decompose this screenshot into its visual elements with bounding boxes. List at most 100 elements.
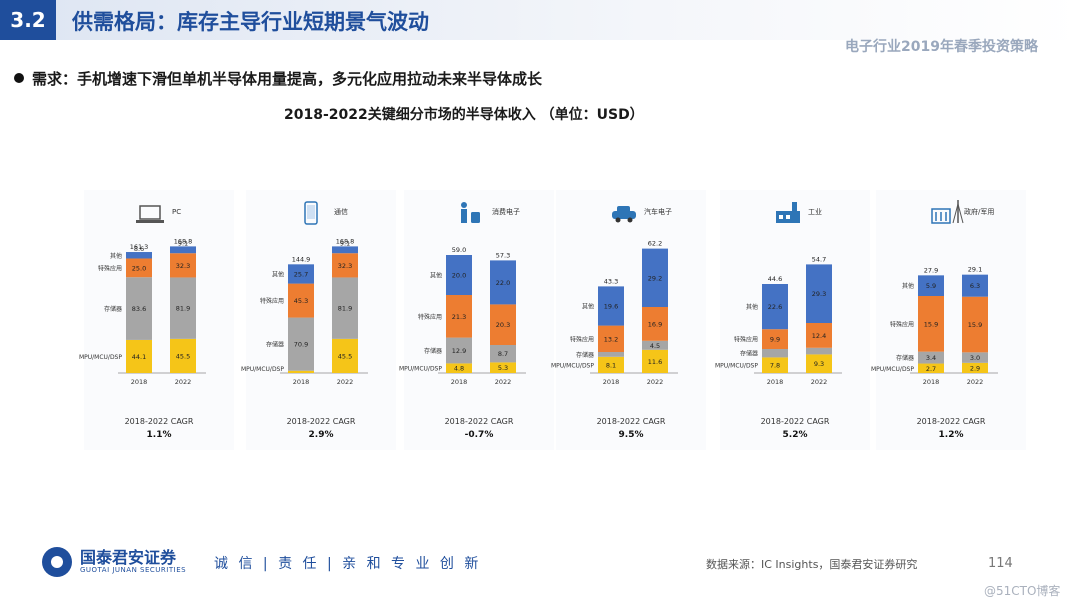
bullet-point: 需求：手机增速下滑但单机半导体用量提高，多元化应用拉动未来半导体成长 bbox=[14, 68, 542, 89]
series-label: 特殊应用 bbox=[418, 313, 442, 321]
header-bar bbox=[0, 0, 1080, 40]
bar-segment-special bbox=[332, 253, 358, 278]
series-label: 其他 bbox=[902, 282, 914, 290]
bar-segment-other bbox=[288, 264, 314, 284]
cagr-value: 9.5% bbox=[619, 430, 644, 440]
x-tick-label: 2022 bbox=[175, 378, 192, 386]
total-label: 59.0 bbox=[452, 246, 466, 254]
car-icon bbox=[612, 206, 636, 223]
chart-panel-3: 消费电子 4.8 12.9 21.3 20.0 59.0 2018 5.3 8.7 20.3 22.… bbox=[399, 190, 554, 450]
total-label: 27.9 bbox=[924, 266, 938, 274]
data-label: 2.9 bbox=[970, 364, 980, 372]
chart-panel-svg: 汽车电子8.12.413.219.643.3201811.64.516.929.… bbox=[551, 206, 678, 440]
report-title: 电子行业2019年春季投资策略 bbox=[845, 39, 1038, 55]
bar-segment-special bbox=[642, 307, 668, 341]
data-label: 70.9 bbox=[294, 341, 308, 349]
government-icon bbox=[931, 200, 964, 224]
bar-segment-other bbox=[490, 260, 516, 305]
factory-icon bbox=[776, 202, 800, 223]
data-label: 4.5 bbox=[650, 342, 660, 350]
bar-segment-special bbox=[288, 283, 314, 318]
data-label: 9.9 bbox=[770, 336, 780, 344]
cagr-label: 2018-2022 CAGR bbox=[761, 417, 830, 426]
x-tick-label: 2018 bbox=[923, 378, 940, 386]
total-label: 43.3 bbox=[604, 277, 618, 285]
series-label: 存储器 bbox=[104, 305, 122, 313]
chart-panel-svg: 通信3.070.945.325.7144.9201845.581.932.39.… bbox=[241, 201, 368, 440]
page-number: 114 bbox=[988, 556, 1013, 571]
data-label: 44.1 bbox=[132, 353, 146, 361]
series-label: 特殊应用 bbox=[890, 320, 914, 328]
x-tick-label: 2018 bbox=[603, 378, 620, 386]
series-label: 存储器 bbox=[740, 350, 758, 358]
total-label: 44.6 bbox=[768, 275, 782, 283]
data-label: 11.6 bbox=[648, 358, 662, 366]
total-label: 168.8 bbox=[336, 237, 355, 245]
data-label: 81.9 bbox=[176, 305, 190, 313]
series-label: 特殊应用 bbox=[570, 335, 594, 343]
data-label: 5.9 bbox=[926, 282, 936, 290]
total-label: 54.7 bbox=[812, 255, 826, 263]
data-label: 9.3 bbox=[814, 360, 824, 368]
cagr-value: 1.2% bbox=[939, 430, 964, 440]
bar-segment-storage bbox=[332, 277, 358, 339]
bar-segment-other bbox=[598, 286, 624, 326]
bar-segment-mpu bbox=[446, 363, 472, 373]
company-logo: 国泰君安证券 GUOTAI JUNAN SECURITIES bbox=[42, 547, 186, 577]
series-label: MPU/MCU/DSP bbox=[241, 366, 284, 373]
bullet-text: 需求：手机增速下滑但单机半导体用量提高，多元化应用拉动未来半导体成长 bbox=[32, 70, 543, 88]
chart-panel-1: PC 44.1 83.6 25.0 8.6 161.3 2018 45.5 81.9 32.3 9.… bbox=[79, 190, 234, 450]
data-label: 45.5 bbox=[338, 352, 352, 360]
bar-segment-other bbox=[962, 274, 988, 297]
cagr-label: 2018-2022 CAGR bbox=[125, 417, 194, 426]
logo-mark-icon bbox=[42, 547, 72, 577]
data-label: 13.2 bbox=[604, 335, 618, 343]
total-label: 57.3 bbox=[496, 251, 510, 259]
chart-panel-svg: 政府/军用 2.7 3.4 15.9 5.9 27.9 2018 2.9 3.0 15.9 6.3 2… bbox=[871, 200, 998, 440]
bar-segment-storage bbox=[806, 347, 832, 355]
data-label: 3.0 bbox=[970, 354, 980, 362]
data-label: 19.6 bbox=[604, 303, 618, 311]
data-label: 20.3 bbox=[496, 321, 510, 329]
bar-segment-mpu bbox=[332, 338, 358, 373]
consumer-icon bbox=[461, 202, 480, 223]
bar-segment-storage bbox=[288, 317, 314, 371]
bar-segment-special bbox=[490, 304, 516, 345]
x-tick-label: 2022 bbox=[967, 378, 984, 386]
data-label: 6.3 bbox=[970, 282, 980, 290]
cagr-label: 2018-2022 CAGR bbox=[445, 417, 514, 426]
data-source: 数据来源：IC Insights，国泰君安证券研究 bbox=[706, 558, 918, 571]
data-label: 15.9 bbox=[968, 321, 982, 329]
data-label: 8.7 bbox=[498, 350, 508, 358]
data-label: 7.8 bbox=[770, 362, 780, 370]
bar-segment-special bbox=[762, 329, 788, 349]
cagr-label: 2018-2022 CAGR bbox=[917, 417, 986, 426]
data-label: 25.7 bbox=[294, 270, 308, 278]
bullet-dot-icon bbox=[14, 72, 24, 83]
cagr-label: 2018-2022 CAGR bbox=[597, 417, 666, 426]
series-label: MPU/MCU/DSP bbox=[79, 354, 122, 361]
logo-name-cn: 国泰君安证券 bbox=[80, 547, 177, 567]
data-label: 22.0 bbox=[496, 279, 510, 287]
bar-segment-special bbox=[446, 295, 472, 338]
series-label: 特殊应用 bbox=[260, 297, 284, 305]
bar-segment-special bbox=[806, 323, 832, 348]
data-label: 22.6 bbox=[768, 303, 782, 311]
panel-category-label: 汽车电子 bbox=[644, 207, 672, 216]
series-label: 特殊应用 bbox=[734, 336, 758, 344]
bar-segment-storage bbox=[598, 352, 624, 357]
cagr-label: 2018-2022 CAGR bbox=[287, 417, 356, 426]
total-label: 168.8 bbox=[174, 237, 193, 245]
chart-panel-2: 通信3.070.945.325.7144.9201845.581.932.39.… bbox=[241, 190, 396, 450]
bar-segment-mpu bbox=[288, 370, 314, 373]
chart-panel-6: 政府/军用 2.7 3.4 15.9 5.9 27.9 2018 2.9 3.0 15.9 6.3 2… bbox=[871, 190, 1026, 450]
bar-segment-mpu bbox=[806, 354, 832, 373]
bar-segment-other bbox=[170, 246, 196, 254]
watermark: @51CTO博客 bbox=[984, 584, 1061, 598]
section-number-badge: 3.2 bbox=[0, 0, 56, 40]
data-label: 8.1 bbox=[606, 361, 616, 369]
chart-title: 2018-2022关键细分市场的半导体收入 （单位：USD） bbox=[284, 107, 644, 123]
series-label: 存储器 bbox=[266, 341, 284, 349]
panel-category-label: 工业 bbox=[808, 207, 822, 216]
total-label: 144.9 bbox=[292, 255, 311, 263]
